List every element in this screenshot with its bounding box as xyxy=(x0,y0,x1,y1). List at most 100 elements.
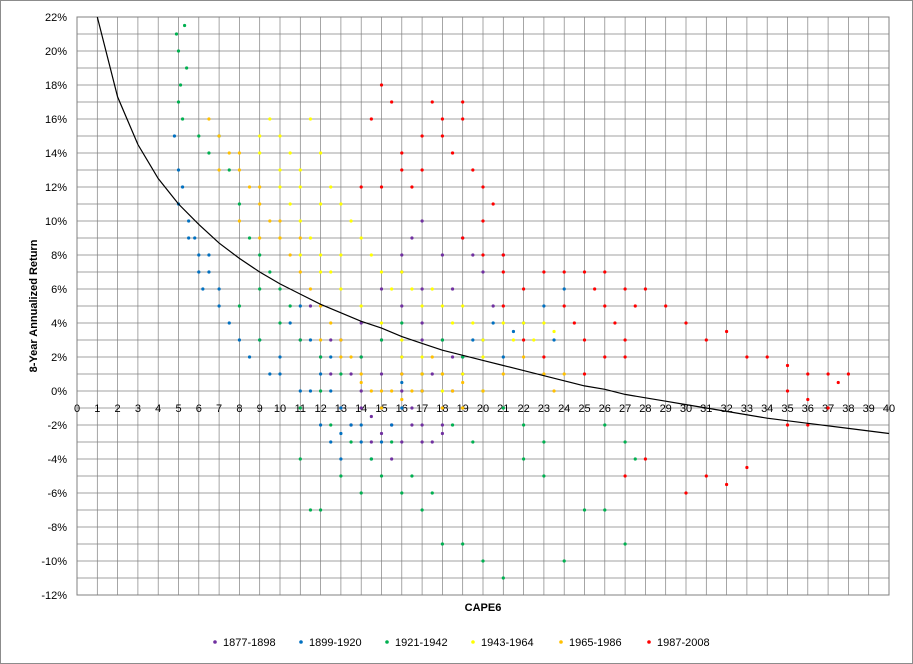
data-point xyxy=(359,372,363,376)
data-point xyxy=(308,508,313,512)
data-point xyxy=(217,287,221,291)
x-tick-label: 4 xyxy=(155,403,161,415)
data-point xyxy=(359,185,363,189)
data-point xyxy=(745,355,749,359)
data-point xyxy=(603,508,607,512)
data-point xyxy=(201,287,205,291)
data-point xyxy=(481,219,485,223)
data-point xyxy=(481,185,485,189)
legend-marker xyxy=(213,640,217,644)
data-point xyxy=(461,380,465,385)
data-point xyxy=(582,372,587,376)
data-point xyxy=(268,219,272,223)
data-point xyxy=(359,304,363,308)
data-point xyxy=(745,465,749,470)
data-point xyxy=(258,134,262,138)
data-point xyxy=(339,372,343,376)
data-point xyxy=(562,270,566,274)
legend-label: 1943-1964 xyxy=(481,637,534,649)
data-point xyxy=(379,287,384,291)
data-point xyxy=(420,508,424,512)
y-tick-label: 8% xyxy=(51,250,67,262)
data-point xyxy=(481,338,485,342)
data-point xyxy=(379,431,384,436)
data-point xyxy=(461,100,465,104)
data-point xyxy=(339,287,343,291)
data-point xyxy=(308,117,313,121)
data-point xyxy=(329,440,333,444)
data-point xyxy=(319,202,323,206)
data-point xyxy=(552,329,556,334)
data-point xyxy=(298,253,302,257)
legend-marker xyxy=(385,640,389,644)
x-tick-label: 7 xyxy=(216,403,222,415)
data-point xyxy=(806,397,810,402)
data-point xyxy=(481,355,485,359)
data-point xyxy=(359,423,363,427)
data-point xyxy=(359,491,363,495)
data-point xyxy=(308,236,313,240)
data-point xyxy=(298,219,302,223)
data-point xyxy=(542,321,546,325)
data-point xyxy=(379,270,384,274)
data-point xyxy=(410,185,414,189)
data-point xyxy=(511,329,516,334)
data-point xyxy=(298,168,302,172)
data-point xyxy=(298,185,302,189)
data-point xyxy=(440,134,444,138)
data-point xyxy=(684,491,688,495)
data-point xyxy=(552,338,556,342)
x-axis-title: CAPE6 xyxy=(465,602,502,614)
data-point xyxy=(176,168,181,172)
data-point xyxy=(217,168,221,172)
data-point xyxy=(278,321,282,325)
data-point xyxy=(603,304,607,308)
data-point xyxy=(430,372,434,376)
data-point xyxy=(420,321,424,325)
data-point xyxy=(410,406,414,410)
data-point xyxy=(542,270,546,274)
data-point xyxy=(349,423,353,427)
data-point xyxy=(491,321,495,325)
data-point xyxy=(319,508,323,512)
data-point xyxy=(237,202,241,206)
data-point xyxy=(471,253,475,257)
data-point xyxy=(258,185,262,189)
x-tick-label: 3 xyxy=(135,403,141,415)
data-point xyxy=(522,423,526,427)
data-point xyxy=(339,253,343,257)
data-point xyxy=(684,321,688,325)
data-point xyxy=(430,440,434,444)
legend: 1877-1898 1899-1920 1921-1942 1943-1964 1965… xyxy=(213,637,710,649)
data-point xyxy=(349,440,353,444)
data-point xyxy=(339,431,343,436)
data-point xyxy=(339,338,343,342)
data-point xyxy=(430,491,434,495)
data-point xyxy=(339,474,343,478)
data-point xyxy=(329,355,333,359)
data-point xyxy=(410,474,414,478)
data-point xyxy=(197,253,201,257)
x-tick-label: 8 xyxy=(236,403,242,415)
legend-label: 1987-2008 xyxy=(657,637,710,649)
data-point xyxy=(176,49,181,53)
data-point xyxy=(725,329,729,334)
data-point xyxy=(410,236,414,240)
data-point xyxy=(319,270,323,274)
data-point xyxy=(552,389,556,393)
data-point xyxy=(400,338,404,342)
data-point xyxy=(178,83,183,87)
data-point xyxy=(450,151,455,155)
data-point xyxy=(268,270,272,274)
data-point xyxy=(582,338,587,342)
data-point xyxy=(481,559,485,563)
data-point xyxy=(501,355,505,359)
data-point xyxy=(288,253,292,257)
data-point xyxy=(369,440,373,444)
data-point xyxy=(176,100,181,104)
data-point xyxy=(339,202,343,206)
data-point xyxy=(237,151,241,155)
data-point xyxy=(237,304,241,308)
